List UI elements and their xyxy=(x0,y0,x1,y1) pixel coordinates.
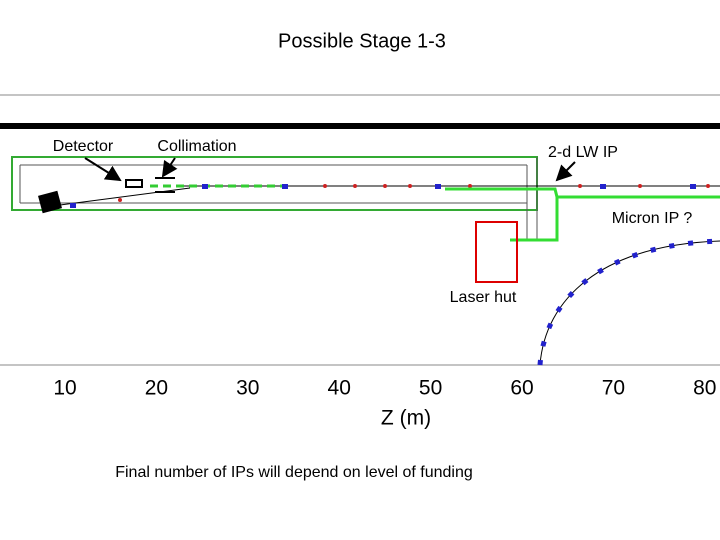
tick-label: 40 xyxy=(328,377,351,400)
tick-label: 20 xyxy=(145,377,168,400)
tick-label: 80 xyxy=(693,377,716,400)
laser-hut-label: Laser hut xyxy=(450,289,517,306)
beamline-diagram xyxy=(0,94,720,366)
footnote: Final number of IPs will depend on level… xyxy=(115,464,473,481)
tick-label: 60 xyxy=(510,377,533,400)
axis-label: Z (m) xyxy=(381,407,431,430)
tick-label: 50 xyxy=(419,377,442,400)
collimation-label: Collimation xyxy=(157,138,236,155)
lw-ip-label: 2-d LW IP xyxy=(548,144,618,161)
micron-ip-label: Micron IP ? xyxy=(612,210,693,227)
arrows xyxy=(84,157,576,182)
tick-label: 70 xyxy=(602,377,625,400)
tick-label: 30 xyxy=(236,377,259,400)
axis-ticks: 10 20 30 40 50 60 70 80 xyxy=(53,377,716,400)
title: Possible Stage 1-3 xyxy=(278,30,446,52)
detector-label: Detector xyxy=(53,138,114,155)
tick-label: 10 xyxy=(53,377,76,400)
